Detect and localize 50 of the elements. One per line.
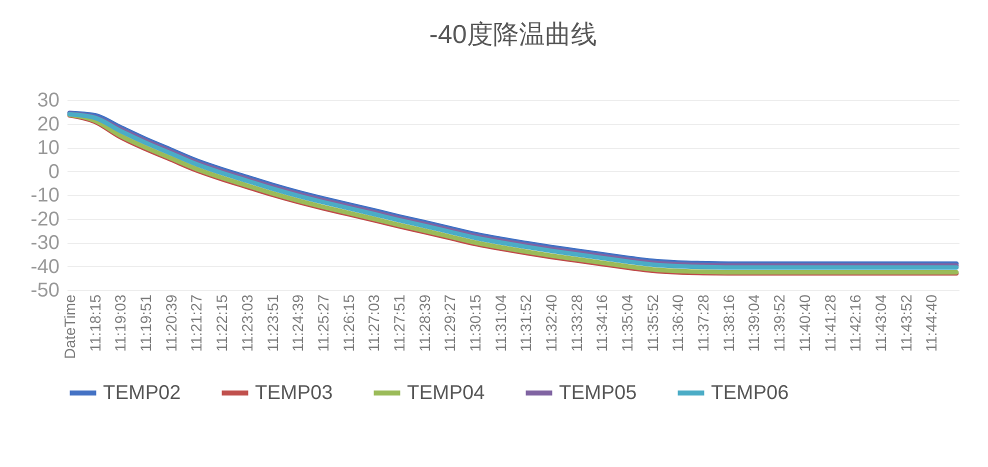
x-tick-label: 11:40:40	[796, 294, 814, 352]
x-tick-label: 11:30:15	[467, 294, 484, 352]
x-tick-label: 11:35:04	[620, 294, 637, 352]
x-tick-label: 11:34:16	[594, 294, 612, 352]
x-tick-label: 11:24:39	[290, 294, 308, 352]
y-tick-label: -30	[30, 232, 60, 254]
x-tick-label: 11:31:52	[518, 294, 536, 352]
x-tick-label: 11:44:40	[924, 294, 941, 352]
x-tick-label: 11:26:15	[340, 294, 358, 352]
x-tick-label: 11:25:27	[315, 294, 332, 352]
legend-label: TEMP04	[407, 382, 485, 404]
y-tick-label: -20	[30, 208, 60, 230]
x-tick-label: 11:37:28	[696, 294, 713, 352]
x-tick-label: 11:33:28	[568, 294, 586, 352]
x-tick-label: 11:23:03	[239, 294, 256, 352]
chart-title: -40度降温曲线	[429, 19, 597, 49]
x-tick-label: 11:27:51	[391, 294, 408, 352]
x-tick-label: 11:43:52	[898, 294, 916, 352]
legend-label: TEMP05	[559, 382, 637, 404]
x-tick-label: 11:43:04	[872, 294, 890, 352]
y-tick-label: 20	[37, 113, 60, 136]
x-tick-label: 11:35:52	[644, 294, 662, 352]
x-tick-label: 11:21:27	[188, 294, 206, 352]
x-tick-label: 11:42:16	[848, 294, 865, 352]
x-tick-label: 11:19:03	[112, 294, 130, 352]
x-tick-label: 11:27:03	[366, 294, 384, 352]
y-tick-label: 10	[37, 137, 60, 159]
y-tick-label: -50	[30, 280, 60, 302]
x-tick-label: 11:22:15	[214, 294, 232, 352]
x-tick-label: 11:18:15	[87, 294, 104, 352]
legend-label: TEMP06	[711, 382, 789, 404]
x-tick-label: 11:38:16	[720, 294, 738, 352]
x-tick-label: DateTime	[62, 294, 80, 359]
x-tick-label: 11:39:52	[772, 294, 789, 352]
y-tick-label: 0	[48, 160, 60, 183]
x-tick-label: 11:36:40	[670, 294, 688, 352]
x-tick-label: 11:29:27	[442, 294, 460, 352]
x-tick-label: 11:19:51	[138, 294, 156, 352]
legend-label: TEMP02	[103, 382, 181, 404]
legend-label: TEMP03	[255, 382, 333, 404]
x-tick-label: 11:28:39	[416, 294, 434, 352]
y-tick-label: -40	[30, 256, 60, 278]
x-tick-label: 11:20:39	[163, 294, 180, 352]
x-tick-label: 11:41:28	[822, 294, 840, 352]
y-tick-label: 30	[37, 90, 60, 112]
x-tick-label: 11:39:04	[746, 294, 764, 352]
x-tick-label: 11:32:40	[544, 294, 561, 352]
x-tick-label: 11:31:04	[492, 294, 510, 352]
x-tick-label: 11:23:51	[264, 294, 282, 352]
y-tick-label: -10	[30, 184, 60, 206]
